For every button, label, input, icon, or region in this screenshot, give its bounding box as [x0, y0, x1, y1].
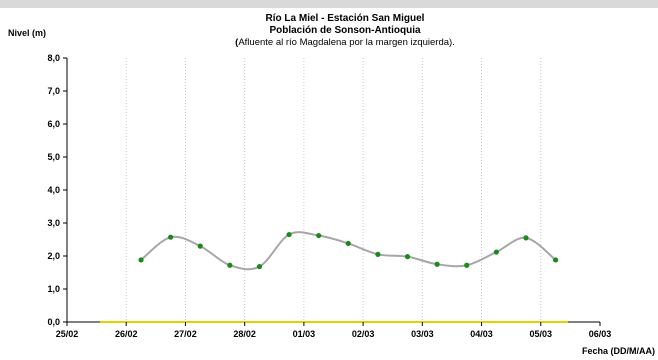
y-axis-label: Nivel (m) [8, 28, 46, 38]
y-tick-label: 8,0 [47, 53, 60, 63]
data-point [375, 251, 381, 257]
chart-subtitle-prefix: ( [235, 37, 239, 48]
data-point [464, 262, 470, 268]
y-tick-label: 4,0 [47, 185, 60, 195]
x-tick-label: 02/03 [352, 329, 375, 339]
y-tick-label: 5,0 [47, 152, 60, 162]
series-layer [138, 231, 559, 271]
y-tick-label: 1,0 [47, 284, 60, 294]
data-point [523, 235, 529, 241]
data-point [552, 257, 559, 263]
x-tick-label: 04/03 [470, 329, 493, 339]
chart-subtitle-body: Afluente al río Magdalena por la margen … [238, 37, 455, 48]
x-tick-label: 06/03 [589, 329, 612, 339]
data-point [434, 261, 440, 267]
series-line [140, 231, 557, 271]
grid-layer [125, 58, 542, 322]
y-tick-label: 2,0 [47, 251, 60, 261]
x-tick-label: 01/03 [293, 329, 316, 339]
y-tick-label: 0,0 [47, 317, 60, 327]
y-tick-label: 7,0 [47, 86, 60, 96]
data-point [256, 263, 263, 270]
y-tick-label: 6,0 [47, 119, 60, 129]
data-point [286, 231, 292, 238]
chart-title: Río La Miel - Estación San Miguel [266, 13, 425, 24]
data-point [493, 249, 499, 255]
x-tick-label: 05/03 [530, 329, 553, 339]
chart-title-line2: Población de Sonson-Antioquia [269, 25, 421, 36]
chart-subtitle: (Afluente al río Magdalena por la margen… [235, 37, 455, 48]
data-point [168, 234, 174, 240]
data-point [345, 240, 351, 247]
x-tick-label: 27/02 [174, 329, 197, 339]
x-tick-label: 28/02 [233, 329, 256, 339]
top-strip [0, 0, 658, 8]
x-tick-label: 25/02 [56, 329, 79, 339]
data-point [197, 243, 203, 249]
y-tick-label: 3,0 [47, 218, 60, 228]
y-ticks: 0,0 1,0 2,0 3,0 4,0 5,0 6,0 7,0 8,0 [47, 53, 67, 327]
x-axis-label: Fecha (DD/M/AA) [582, 346, 655, 356]
axes-layer [66, 58, 600, 323]
data-point [404, 254, 411, 260]
x-tick-label: 26/02 [115, 329, 138, 339]
data-point [227, 262, 233, 268]
x-tick-label: 03/03 [411, 329, 434, 339]
data-point [138, 257, 144, 263]
data-point [316, 232, 322, 239]
x-ticks: 25/02 26/02 27/02 28/02 01/03 02/03 03/03 04/03… [56, 322, 612, 339]
